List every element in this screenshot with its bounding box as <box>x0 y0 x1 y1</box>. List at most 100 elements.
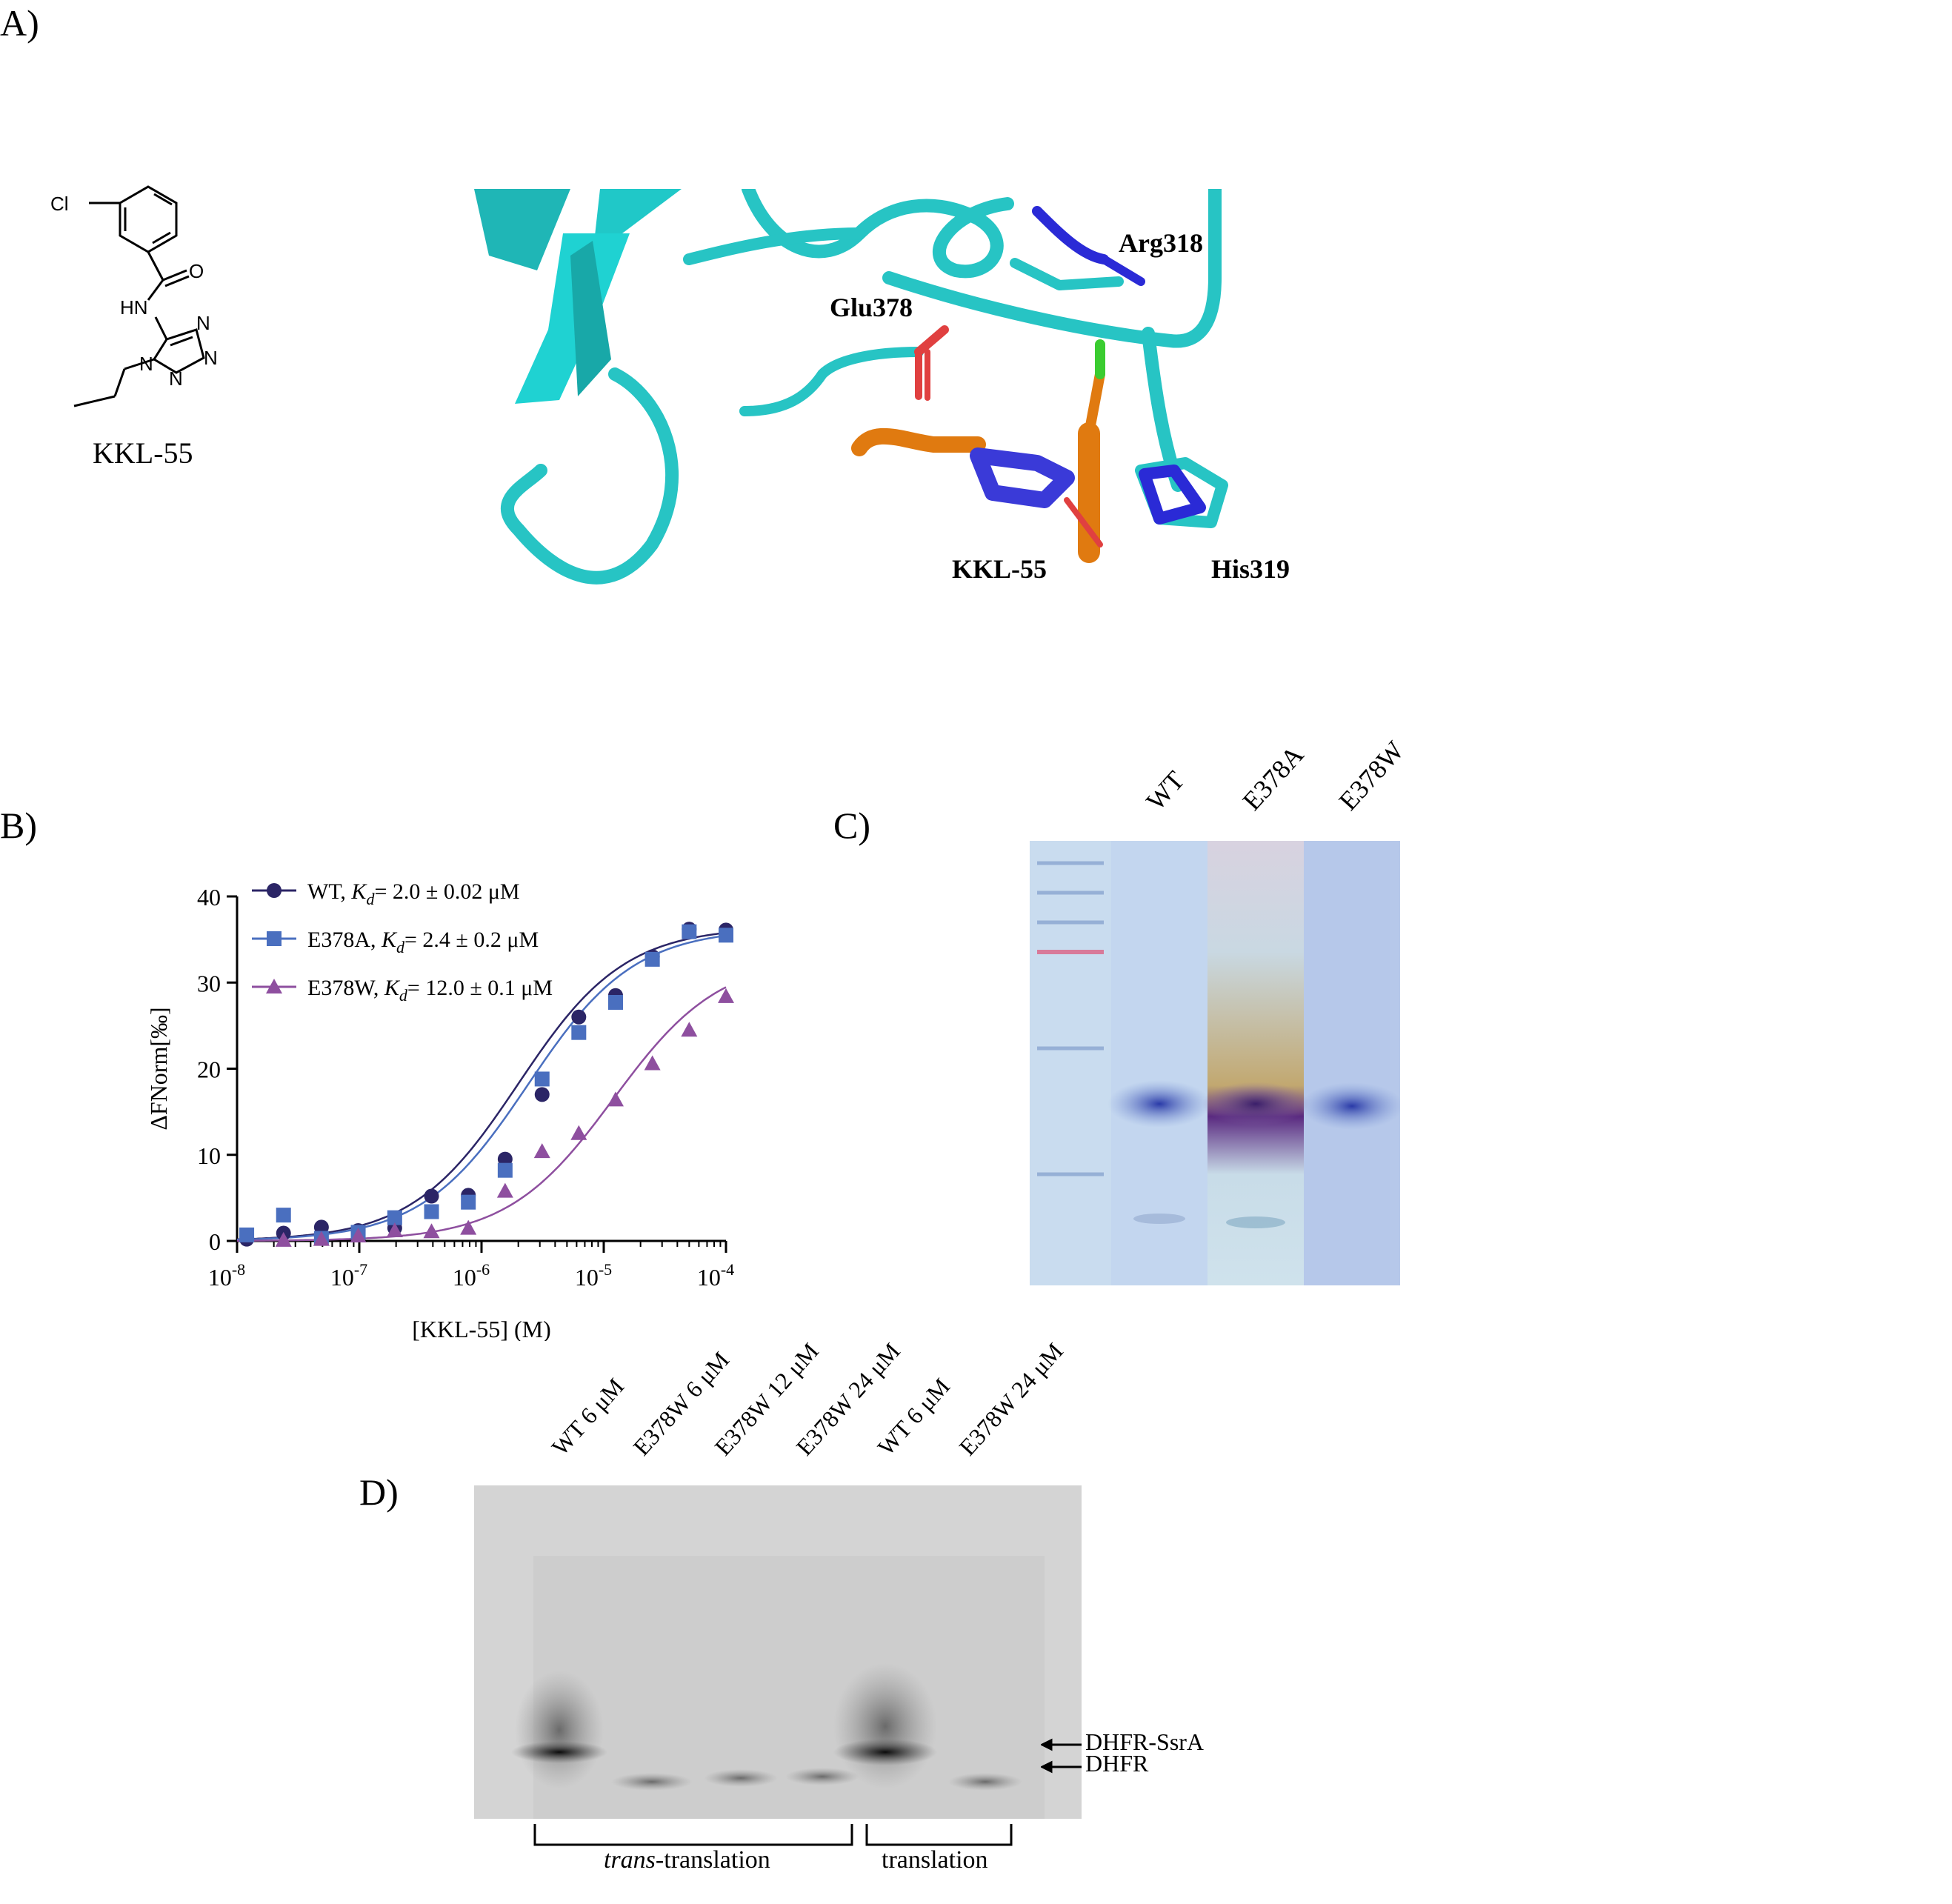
autoradiograph-gel <box>474 1485 1082 1819</box>
data-point <box>570 1125 587 1140</box>
legend-label: E378A, Kd= 2.4 ± 0.2 μM <box>307 928 539 956</box>
residue-label: His319 <box>1211 554 1290 584</box>
gel-band <box>833 1739 937 1765</box>
legend-label: WT, Kd= 2.0 ± 0.02 μM <box>307 879 520 908</box>
data-point <box>607 994 623 1010</box>
data-point <box>350 1228 367 1243</box>
data-point <box>313 1219 329 1235</box>
gel-lane <box>1304 841 1400 1285</box>
atom-n: N <box>139 353 153 375</box>
protein-band <box>1300 1082 1400 1130</box>
gel-lane <box>1111 841 1207 1285</box>
data-point <box>534 1087 550 1102</box>
trans-italic: trans <box>604 1846 656 1874</box>
group-brackets <box>533 1824 1013 1846</box>
data-point <box>571 1025 587 1040</box>
atom-cl: Cl <box>50 193 69 215</box>
arrow-icon <box>1041 1738 1082 1774</box>
group-label-translation: translation <box>882 1846 988 1874</box>
data-point <box>682 924 697 939</box>
data-point <box>607 1091 624 1107</box>
atom-n: N <box>169 367 183 390</box>
gel-band <box>511 1741 607 1763</box>
data-point <box>423 1223 440 1239</box>
panel-a-label: A) <box>0 2 39 44</box>
group-label-trans-translation: trans-translation <box>604 1846 770 1874</box>
data-point <box>644 951 660 967</box>
x-tick-label: 10-8 <box>208 1260 245 1291</box>
data-point <box>239 1227 255 1242</box>
gel-d-lane-label: E378W 24 μM <box>953 1337 1068 1461</box>
panel-c-label: C) <box>833 805 870 846</box>
tetrazole-ring <box>152 328 205 374</box>
protein-band <box>1202 1082 1309 1126</box>
y-tick-label: 0 <box>209 1228 221 1255</box>
gel-c-lane-label: E378W <box>1333 735 1410 816</box>
protein-structure: Arg318 Glu378 KKL-55 His319 <box>474 189 1290 585</box>
loop <box>882 189 1222 348</box>
beta-strand <box>474 189 570 270</box>
gel-ladder-lane <box>1030 841 1111 1285</box>
x-axis-label: [KKL-55] (M) <box>412 1316 551 1341</box>
atom-n: N <box>204 347 218 369</box>
legend-label: E378W, Kd= 12.0 ± 0.1 μM <box>307 976 553 1005</box>
residue-label: Glu378 <box>830 293 913 322</box>
loop <box>683 227 865 265</box>
compound-name: KKL-55 <box>93 436 193 470</box>
beta-strand <box>570 241 611 396</box>
data-point <box>276 1208 291 1223</box>
x-tick-label: 10-5 <box>575 1260 612 1291</box>
panel-b-label: B) <box>0 805 37 846</box>
data-point <box>534 1071 550 1087</box>
data-point <box>386 1222 403 1238</box>
data-point <box>571 1009 587 1025</box>
y-tick-label: 10 <box>197 1142 221 1169</box>
x-tick-label: 10-4 <box>697 1260 734 1291</box>
data-point <box>497 1162 513 1178</box>
gel-lane <box>1207 841 1304 1285</box>
protein-band <box>1107 1080 1211 1128</box>
data-point <box>460 1219 477 1235</box>
data-point <box>266 979 282 993</box>
data-point <box>496 1182 513 1198</box>
coomassie-gel <box>1030 841 1400 1285</box>
data-point <box>644 1055 661 1071</box>
band-label-dhfr-ssra: DHFR-SsrA <box>1085 1728 1205 1755</box>
data-point <box>533 1143 550 1159</box>
data-point <box>681 1022 698 1037</box>
fit-curve <box>237 986 727 1242</box>
gel-d-lane-label: WT 6 μM <box>872 1373 956 1461</box>
loop <box>742 189 1014 279</box>
gel-c-lane-label: WT <box>1140 765 1190 816</box>
benzene-ring <box>119 185 178 253</box>
trans-rest: -translation <box>655 1846 770 1874</box>
y-tick-label: 30 <box>197 970 221 996</box>
kkl55-structure: Cl O HN N N N N <box>50 185 218 407</box>
data-point <box>497 1151 513 1167</box>
beta-strand <box>515 233 630 404</box>
data-point <box>424 1204 439 1219</box>
atom-n: N <box>196 312 210 334</box>
atom-hn: HN <box>120 296 148 319</box>
data-point <box>719 928 733 943</box>
y-tick-label: 40 <box>197 884 221 911</box>
gel-c-lane-label: E378A <box>1236 739 1310 816</box>
residue-label: KKL-55 <box>952 554 1047 584</box>
data-point <box>461 1194 476 1210</box>
x-tick-label: 10-6 <box>453 1260 490 1291</box>
residue-label: Arg318 <box>1119 228 1203 258</box>
coil <box>501 367 679 585</box>
data-point <box>718 988 734 1003</box>
atom-o: O <box>189 260 204 282</box>
data-point <box>267 883 282 898</box>
binding-chart: 0 10 20 30 40 10-8 10-7 10-6 10-5 10-4 [KKL-55] (M… <box>145 879 734 1341</box>
y-tick-label: 20 <box>197 1056 221 1083</box>
data-point <box>267 931 282 946</box>
gel-d-lane-label: WT 6 μM <box>546 1373 630 1461</box>
data-point <box>275 1231 292 1247</box>
panel-d-label: D) <box>359 1471 399 1513</box>
data-point <box>424 1188 439 1204</box>
y-axis-label: ΔFNorm[‰] <box>145 1007 172 1130</box>
x-tick-label: 10-7 <box>330 1260 367 1291</box>
band-label-dhfr: DHFR <box>1085 1750 1149 1777</box>
